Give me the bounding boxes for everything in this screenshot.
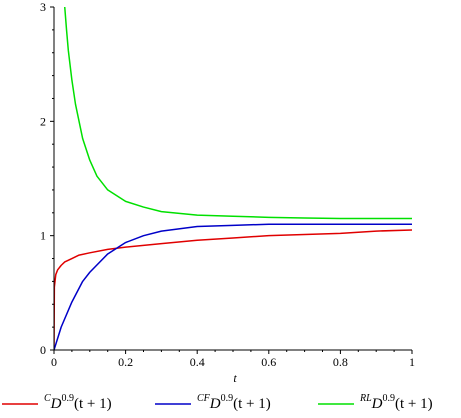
series-line-1	[54, 229, 412, 350]
series-line-2	[54, 223, 412, 350]
x-tick-label: 0	[51, 355, 57, 369]
y-tick-label: 0	[40, 343, 46, 357]
x-tick-label: 0.8	[333, 355, 348, 369]
legend-label-3: RLD0.9(t + 1)	[359, 393, 433, 412]
x-ticks: 0 0.2 0.4 0.6 0.8 1	[51, 350, 415, 369]
axes: 0 0.2 0.4 0.6 0.8 1 0 1 2 3 t	[40, 0, 415, 385]
legend-label-2: CFD0.9(t + 1)	[197, 393, 271, 412]
plot-lines	[54, 7, 412, 350]
y-ticks: 0 1 2 3	[40, 0, 54, 357]
y-tick-label: 1	[40, 229, 46, 243]
x-tick-label: 0.2	[118, 355, 133, 369]
y-tick-label: 2	[40, 114, 46, 128]
legend: CD0.9(t + 1) CFD0.9(t + 1) RLD0.9(t + 1)	[2, 393, 433, 412]
legend-label-1: CD0.9(t + 1)	[44, 393, 112, 412]
x-tick-label: 1	[409, 355, 415, 369]
y-tick-label: 3	[40, 0, 46, 14]
x-tick-label: 0.6	[261, 355, 276, 369]
x-tick-label: 0.4	[190, 355, 205, 369]
x-axis-label: t	[233, 371, 237, 385]
series-line-3	[63, 7, 412, 220]
